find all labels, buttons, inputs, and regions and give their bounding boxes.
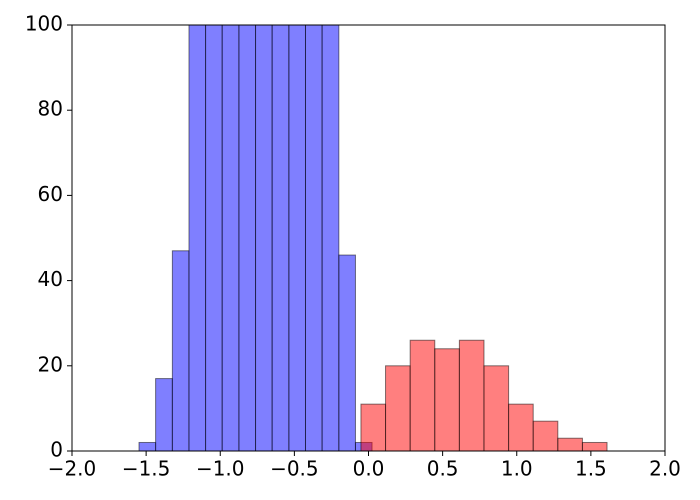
histogram-bar bbox=[338, 254, 356, 451]
y-tick-label: 80 bbox=[38, 97, 63, 121]
histogram-bar bbox=[271, 25, 290, 451]
histogram-bar bbox=[458, 339, 485, 451]
histogram-bar bbox=[508, 403, 534, 451]
x-tick-label: 0.0 bbox=[353, 457, 385, 481]
histogram-bar bbox=[532, 420, 559, 451]
x-tick-label: 1.0 bbox=[501, 457, 533, 481]
histogram-bar bbox=[483, 365, 510, 451]
histogram-bar bbox=[255, 25, 273, 451]
histogram-bar bbox=[188, 25, 207, 451]
histogram-bar bbox=[205, 25, 223, 451]
y-tick-label: 60 bbox=[38, 182, 63, 206]
x-tick-label: −0.5 bbox=[270, 457, 319, 481]
y-tick-label: 40 bbox=[38, 267, 63, 291]
histogram-bar bbox=[155, 378, 173, 451]
x-tick-label: 2.0 bbox=[649, 457, 681, 481]
plot-area bbox=[138, 25, 608, 451]
x-tick-label: −1.0 bbox=[196, 457, 245, 481]
histogram-bar bbox=[304, 25, 323, 451]
y-tick-label: 100 bbox=[25, 12, 63, 36]
histogram-bar bbox=[138, 441, 157, 451]
histogram-bar bbox=[581, 441, 608, 451]
histogram-bar bbox=[238, 25, 257, 451]
histogram-bar bbox=[409, 339, 436, 451]
histogram-bar bbox=[321, 25, 340, 451]
y-tick-label: 20 bbox=[38, 352, 63, 376]
histogram-bar bbox=[171, 250, 190, 451]
histogram-bar bbox=[434, 348, 460, 451]
y-tick-label: 0 bbox=[50, 438, 63, 462]
x-tick-label: −2.0 bbox=[48, 457, 97, 481]
histogram-bar bbox=[557, 437, 583, 451]
histogram-bar bbox=[288, 25, 306, 451]
x-tick-label: 0.5 bbox=[427, 457, 459, 481]
x-tick-label: −1.5 bbox=[122, 457, 171, 481]
histogram-bar bbox=[360, 403, 387, 451]
histogram-bar bbox=[385, 365, 411, 451]
x-tick-label: 1.5 bbox=[575, 457, 607, 481]
histogram-bar bbox=[221, 25, 240, 451]
